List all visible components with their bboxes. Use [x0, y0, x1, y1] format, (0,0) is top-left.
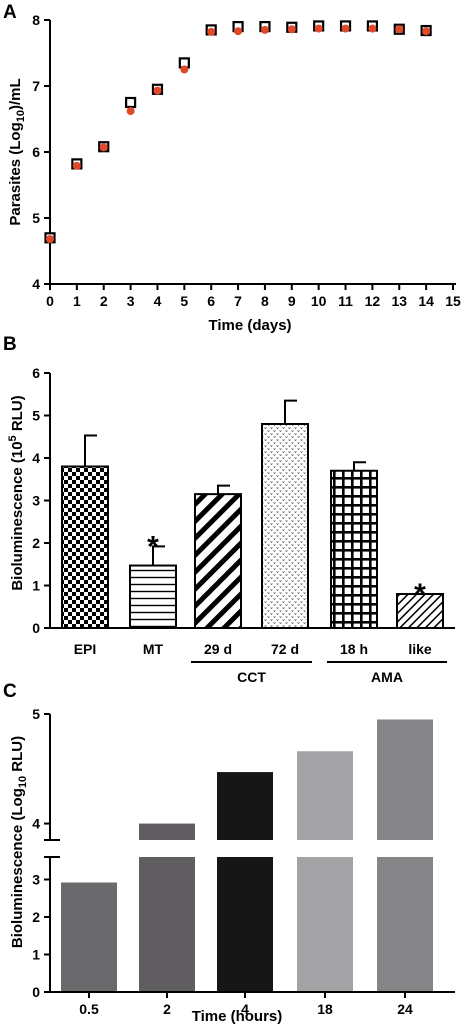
- panel-label-b: B: [3, 334, 17, 355]
- panel-c-x-label: Time (hours): [192, 1008, 283, 1025]
- panel-b-y-tick-label: 6: [32, 365, 40, 381]
- panel-b-group-label: CCT: [237, 669, 266, 685]
- panel-b-y-tick-label: 2: [32, 535, 40, 551]
- panel-a-x-tick-label: 11: [338, 293, 353, 309]
- panel-a-x-tick-label: 1: [73, 293, 81, 309]
- panel-a-x-tick-label: 3: [127, 293, 135, 309]
- panel-b-bar: [330, 469, 378, 629]
- panel-c-bar-lower-segment: [217, 857, 273, 992]
- panel-b-category-label: 18 h: [340, 641, 368, 657]
- panel-c-y-tick-label: 3: [32, 872, 40, 888]
- panel-a-x-tick-label: 13: [391, 293, 407, 309]
- panel-a-point-circle: [46, 235, 54, 244]
- panel-c-y-tick-label: 5: [32, 706, 40, 722]
- panel-a-point-circle: [260, 25, 269, 34]
- panel-a-x-tick-label: 10: [311, 293, 327, 309]
- panel-a-point-circle: [99, 143, 108, 152]
- panel-a-point-circle: [314, 24, 323, 33]
- panel-c-bar-upper-segment: [377, 719, 433, 840]
- panel-b-bar: [129, 564, 177, 630]
- panel-a-point-circle: [153, 86, 162, 95]
- panel-c-x-tick-label: 2: [163, 1001, 171, 1017]
- panel-a-point-circle: [422, 27, 431, 36]
- panel-a-point-square: [124, 96, 137, 109]
- panel-b-bar-chart: 0 1 2 3 4 5 6 EPI MT * 29 d 72 d 18 h like * CCT AMA B…: [7, 365, 455, 685]
- panel-a-x-tick-label: 9: [288, 293, 296, 309]
- panel-a-point-circle: [341, 24, 350, 33]
- panel-label-a: A: [3, 2, 17, 23]
- panel-a-y-tick-label: 6: [32, 144, 40, 160]
- panel-c-bar: [61, 882, 117, 992]
- panel-c-x-tick-label: 4: [241, 1001, 249, 1017]
- panel-label-c: C: [3, 681, 17, 702]
- panel-a-x-tick-label: 7: [234, 293, 242, 309]
- panel-b-category-label: 72 d: [271, 641, 299, 657]
- panel-b-bar: [61, 465, 109, 629]
- panel-c-bar-lower-segment: [377, 857, 433, 992]
- panel-a-y-tick-label: 5: [32, 210, 40, 226]
- panel-b-category-label: EPI: [74, 641, 97, 657]
- panel-a-x-tick-label: 12: [365, 293, 381, 309]
- panel-a-y-tick-label: 8: [32, 12, 40, 28]
- panel-b-bar: [261, 423, 309, 629]
- panel-c-y-tick-label: 2: [32, 909, 40, 925]
- panel-b-y-tick-label: 3: [32, 493, 40, 509]
- panel-b-y-tick-label: 0: [32, 620, 40, 636]
- panel-b-bar: [194, 493, 242, 629]
- panel-c-y-tick-label: 1: [32, 947, 40, 963]
- panel-a-x-tick-label: 2: [100, 293, 108, 309]
- panel-a-x-label: Time (days): [208, 317, 291, 334]
- panel-c-bar-upper-segment: [139, 823, 195, 840]
- panel-a-x-tick-label: 15: [445, 293, 461, 309]
- panel-a-point-circle: [234, 27, 243, 36]
- panel-c-bar-lower-segment: [297, 857, 353, 992]
- panel-a-y-tick-label: 4: [32, 276, 40, 292]
- panel-a-y-tick-label: 7: [32, 78, 40, 94]
- panel-b-significance-marker: *: [147, 530, 159, 563]
- panel-a-x-tick-label: 8: [261, 293, 269, 309]
- panel-a-x-tick-label: 6: [207, 293, 215, 309]
- panel-b-y-label: Bioluminescence (105 RLU): [7, 395, 26, 590]
- panel-b-y-tick-label: 1: [32, 578, 40, 594]
- panel-b-category-label: like: [408, 641, 432, 657]
- panel-a-point-circle: [207, 27, 216, 36]
- panel-a-x-tick-label: 4: [154, 293, 162, 309]
- panel-a-x-tick-label: 5: [180, 293, 188, 309]
- panel-c-bar-upper-segment: [297, 751, 353, 840]
- panel-b-category-label: 29 d: [204, 641, 232, 657]
- panel-b-y-tick-label: 4: [32, 450, 40, 466]
- panel-c-x-tick-label: 18: [317, 1001, 333, 1017]
- panel-a-point-circle: [126, 107, 135, 116]
- panel-b-category-label: MT: [143, 641, 164, 657]
- panel-c-bar-upper-segment: [217, 772, 273, 840]
- panel-a-point-circle: [180, 65, 189, 74]
- panel-a-point-circle: [368, 24, 377, 33]
- panel-c-y-tick-label: 0: [32, 984, 40, 1000]
- panel-c-x-tick-label: 0.5: [79, 1001, 99, 1017]
- panel-b-group-label: AMA: [371, 669, 403, 685]
- panel-a-point-circle: [72, 161, 81, 170]
- panel-c-bar-lower-segment: [139, 857, 195, 992]
- panel-c-x-tick-label: 24: [397, 1001, 413, 1017]
- panel-a-point-circle: [287, 25, 296, 34]
- panel-c-y-label: Bioluminescence (Log10 RLU): [9, 736, 29, 948]
- panel-b-y-tick-label: 5: [32, 408, 40, 424]
- panel-b-bar: [396, 593, 444, 629]
- panel-a-y-label: Parasites (Log10)/mL: [7, 78, 27, 225]
- panel-c-y-tick-label: 4: [32, 816, 40, 832]
- panel-b-significance-marker: *: [414, 578, 426, 611]
- panel-a-x-tick-label: 14: [418, 293, 434, 309]
- panel-a-x-tick-label: 0: [46, 293, 54, 309]
- panel-a-point-circle: [395, 25, 404, 34]
